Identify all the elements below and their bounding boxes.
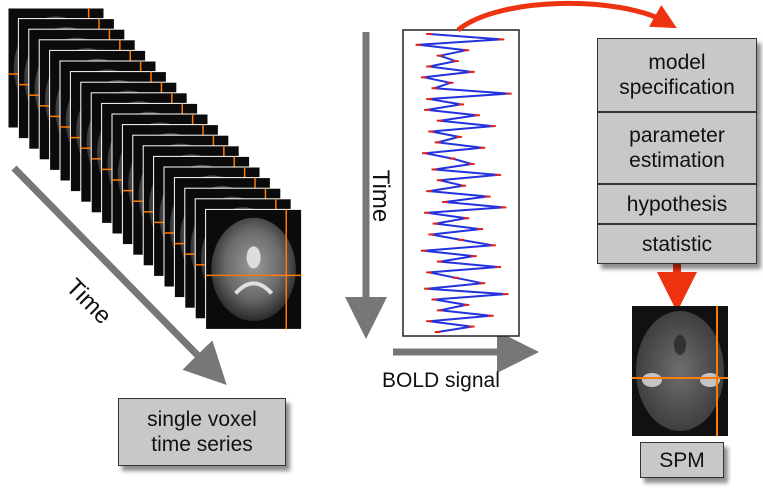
bold-signal-label: BOLD signal — [382, 369, 500, 392]
spm-brain-image — [632, 306, 728, 436]
spm-label: SPM — [659, 448, 705, 472]
brain-slice — [205, 208, 303, 330]
single-voxel-line2: time series — [151, 433, 253, 456]
brain-slice-stack — [7, 7, 303, 330]
pipeline-step-3-line1: hypothesis — [626, 192, 728, 216]
pipeline-step-2-line1: parameter — [629, 124, 725, 147]
hypothesis-box: hypothesis — [597, 184, 757, 224]
spm-label-box: SPM — [640, 442, 724, 478]
parameter-estimation-box: parameter estimation — [597, 112, 757, 184]
bold-time-series-plot — [415, 33, 512, 333]
pipeline-step-2-line2: estimation — [629, 149, 725, 172]
single-voxel-line1: single voxel — [147, 408, 257, 431]
statistic-box: statistic — [597, 224, 757, 264]
pipeline-step-4-line1: statistic — [641, 232, 712, 256]
pipeline-step-1-line2: specification — [619, 76, 735, 99]
single-voxel-time-series-box: single voxel time series — [118, 398, 286, 466]
pipeline-step-1-line1: model — [648, 51, 706, 74]
time-arrow-diagonal — [11, 165, 227, 385]
flow-arrow-to-model — [456, 0, 677, 32]
model-specification-box: model specification — [597, 38, 757, 112]
time-label-vertical: Time — [367, 169, 395, 223]
